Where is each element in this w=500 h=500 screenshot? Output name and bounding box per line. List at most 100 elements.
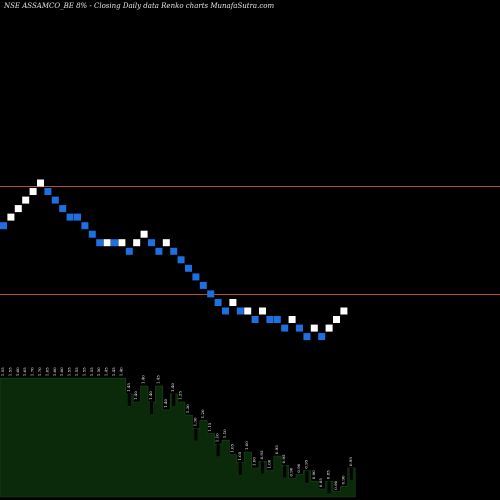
volume-dip: [150, 402, 153, 414]
reference-lines: [0, 186, 500, 295]
down-brick: [192, 273, 200, 281]
down-brick: [170, 247, 178, 255]
up-brick: [310, 324, 318, 332]
volume-dip: [349, 468, 353, 480]
volume-label: 0.95: [303, 459, 308, 468]
volume-dip: [172, 394, 176, 406]
volume-label: 1.40: [118, 367, 123, 376]
down-brick: [273, 316, 281, 323]
volume-dip: [305, 470, 309, 483]
down-brick: [66, 213, 74, 221]
up-brick: [7, 213, 15, 221]
volume-label: 1.70: [37, 367, 42, 376]
down-brick: [303, 333, 311, 341]
volume-label: 1.55: [7, 367, 12, 376]
volume-panel: 1.55 1.55 1.60 1.65 1.70 1.70 1.65 1.60 1.60 1.55…: [0, 367, 356, 498]
down-brick: [155, 247, 163, 255]
volume-dip: [261, 461, 264, 474]
up-brick: [333, 316, 340, 323]
volume-area: [0, 377, 356, 498]
down-brick: [125, 247, 133, 255]
volume-label: 1.15: [207, 422, 212, 431]
volume-dip: [238, 462, 242, 475]
volume-dip: [283, 465, 287, 478]
down-brick: [199, 281, 207, 289]
down-brick: [207, 290, 215, 298]
volume-label: 1.05: [229, 443, 234, 452]
renko-bricks: [0, 179, 348, 341]
up-brick: [37, 179, 44, 187]
down-brick: [44, 188, 52, 195]
volume-label: 0.95: [281, 454, 286, 463]
volume-label: 1.45: [126, 383, 131, 392]
up-brick: [259, 307, 266, 315]
volume-label: 1.40: [148, 391, 153, 400]
volume-label: 1.55: [74, 367, 79, 376]
volume-label: 1.45: [104, 367, 109, 376]
up-brick: [133, 239, 141, 247]
up-brick: [14, 205, 22, 213]
volume-label: 0.85: [318, 478, 323, 487]
down-brick: [51, 196, 59, 204]
volume-label: 1.55: [89, 367, 94, 376]
up-brick: [162, 239, 170, 247]
up-brick: [140, 230, 148, 238]
volume-label: 1.05: [237, 451, 242, 460]
volume-label: 0.90: [296, 463, 301, 472]
down-brick: [318, 333, 326, 341]
down-brick: [281, 324, 289, 332]
down-brick: [177, 256, 185, 264]
down-brick: [96, 239, 104, 247]
volume-label: 0.95: [274, 445, 279, 454]
down-brick: [88, 230, 96, 238]
volume-label: 1.45: [111, 367, 116, 376]
volume-label: 1.40: [133, 391, 138, 400]
chart-title: NSE ASSAMCO_BE 8% - Closing Daily data R…: [4, 2, 275, 10]
down-brick: [214, 299, 222, 306]
volume-label: 1.60: [52, 367, 57, 376]
volume-label: 1.10: [215, 433, 220, 442]
volume-label: 0.95: [348, 457, 353, 466]
down-brick: [251, 316, 259, 323]
volume-label: 1.60: [15, 367, 20, 376]
volume-dip: [216, 444, 220, 457]
up-brick: [118, 239, 126, 247]
up-brick: [244, 307, 252, 315]
volume-label: 1.70: [30, 367, 35, 376]
down-brick: [0, 222, 7, 230]
volume-label: 1.55: [67, 367, 72, 376]
volume-label: 1.10: [222, 429, 227, 438]
volume-label: 1.60: [59, 367, 64, 376]
volume-label: 0.90: [289, 467, 294, 476]
volume-label: 1.30: [192, 417, 197, 426]
volume-label: 1.00: [252, 457, 257, 466]
up-brick: [340, 307, 348, 315]
up-brick: [103, 239, 111, 247]
down-brick: [185, 264, 192, 272]
down-brick: [222, 307, 229, 315]
volume-label: 0.90: [340, 475, 345, 484]
volume-label: 1.45: [155, 375, 160, 384]
down-brick: [266, 316, 274, 323]
down-brick: [111, 239, 118, 247]
volume-label: 1.40: [163, 399, 168, 408]
volume-label: 1.65: [22, 367, 27, 376]
volume-label: 1.50: [96, 367, 101, 376]
volume-label: 1.00: [244, 441, 249, 450]
down-brick: [148, 239, 155, 247]
volume-label: 1.20: [200, 409, 205, 418]
volume-label: 1.40: [141, 375, 146, 384]
volume-dip: [194, 428, 198, 441]
up-brick: [325, 324, 333, 332]
volume-dip: [127, 394, 131, 406]
volume-label: 1.55: [0, 367, 5, 376]
up-brick: [229, 299, 237, 306]
up-brick: [22, 196, 30, 204]
down-brick: [59, 205, 67, 213]
down-brick: [81, 222, 89, 230]
up-brick: [288, 316, 296, 323]
up-brick: [29, 188, 37, 195]
down-brick: [74, 213, 81, 221]
volume-label: 1.35: [178, 391, 183, 400]
